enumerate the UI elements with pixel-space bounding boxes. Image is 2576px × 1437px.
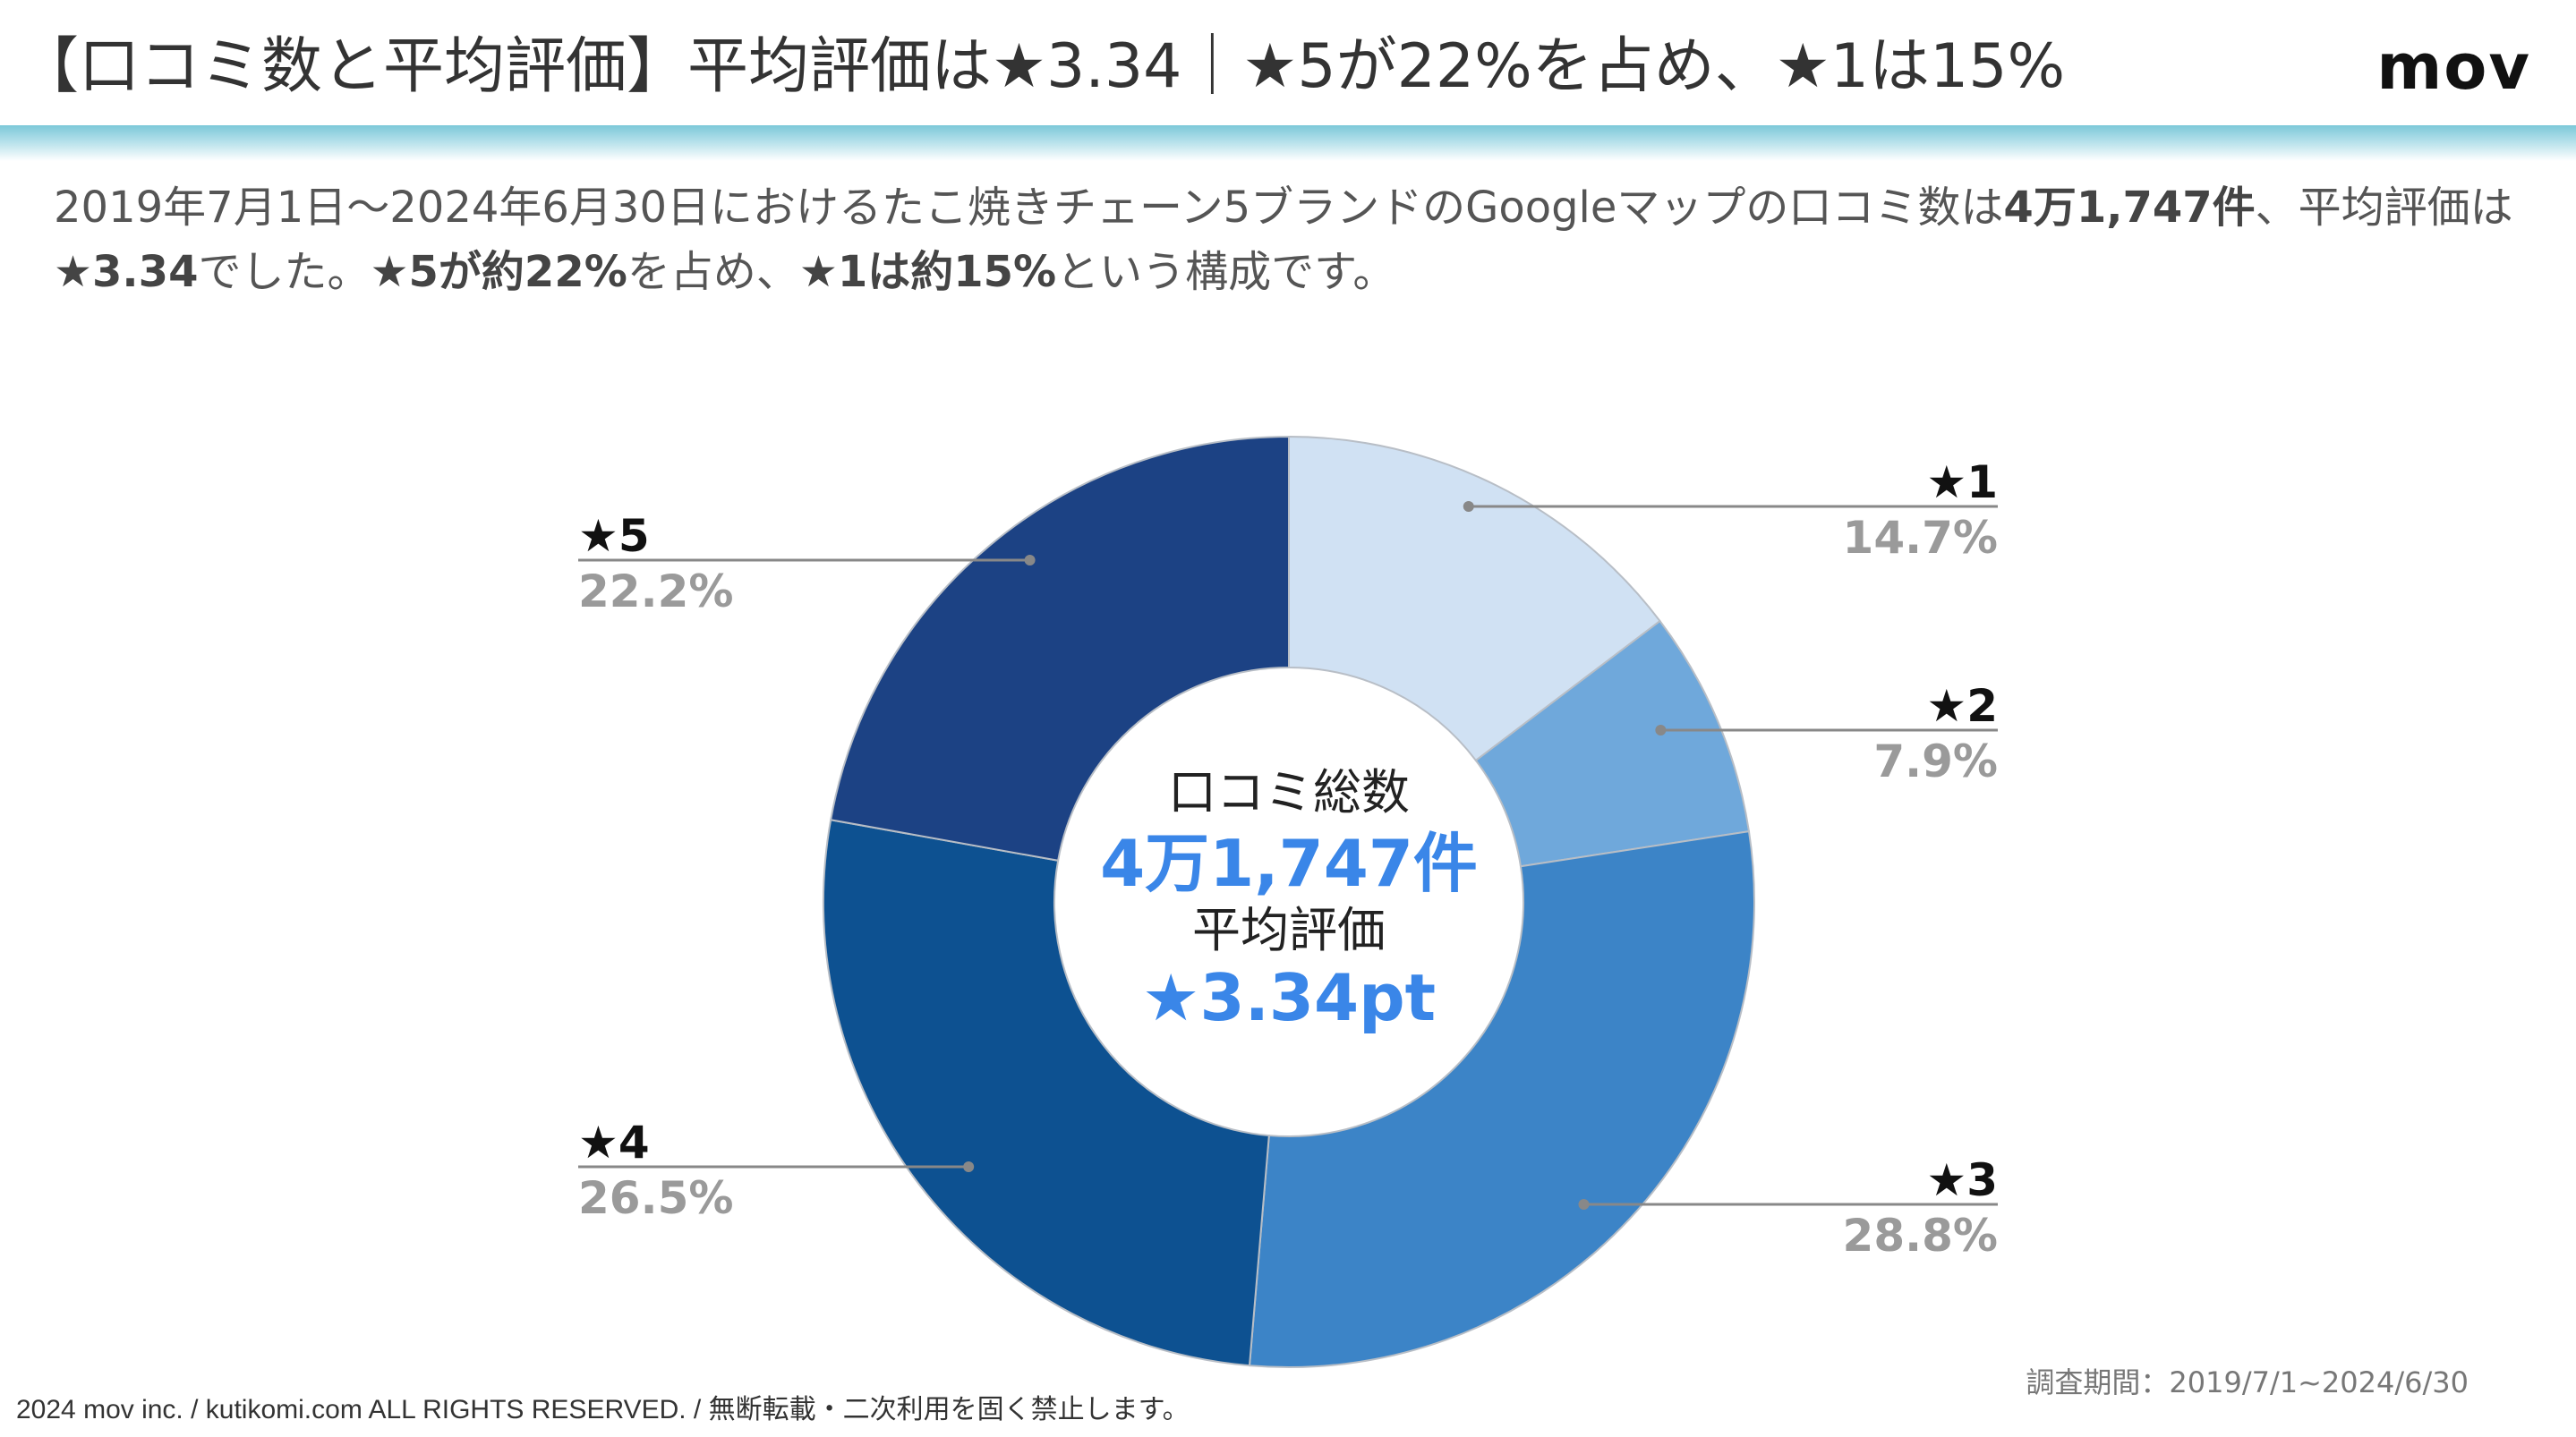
category-label-star-2: ★2: [1926, 680, 1998, 732]
summary-part-5: という構成です。: [1056, 247, 1396, 297]
slice-star-5: [829, 435, 1290, 862]
page-title: 【口コミ数と平均評価】平均評価は★3.34｜★5が22%を占め、★1は15%: [18, 31, 2066, 102]
center-count-value: 4万1,747件: [1100, 826, 1478, 901]
slice-labels: ★114.7% ★27.9% ★328.8% ★426.5% ★522.2%: [578, 456, 1998, 1262]
category-label-star-4: ★4: [578, 1117, 650, 1169]
leader-dot-star-5: [1024, 555, 1036, 565]
value-label-star-3: 28.8%: [1843, 1210, 1998, 1262]
leader-lines: [578, 501, 1998, 1210]
summary-part-3: でした。: [198, 247, 371, 297]
slice-star-3: [1248, 830, 1755, 1368]
value-label-star-4: 26.5%: [578, 1172, 733, 1224]
summary-count: 4万1,747件: [2003, 183, 2256, 233]
mov-logo[interactable]: mov: [2376, 30, 2531, 104]
survey-period: 調査期間：2019/7/1~2024/6/30: [2026, 1365, 2469, 1399]
value-label-star-5: 22.2%: [578, 565, 733, 617]
value-label-star-2: 7.9%: [1873, 736, 1998, 787]
donut-center: 口コミ総数 4万1,747件 平均評価 ★3.34pt: [1100, 764, 1478, 1035]
leader-dot-star-1: [1463, 501, 1474, 512]
center-label-avg-title: 平均評価: [1192, 902, 1386, 958]
header: 【口コミ数と平均評価】平均評価は★3.34｜★5が22%を占め、★1は15% m…: [0, 0, 2576, 125]
leader-dot-star-3: [1578, 1199, 1590, 1210]
category-label-star-1: ★1: [1926, 456, 1998, 508]
leader-dot-star-2: [1655, 725, 1667, 736]
center-label-count-title: 口コミ総数: [1168, 764, 1410, 821]
leader-dot-star-4: [963, 1161, 975, 1172]
category-label-star-5: ★5: [578, 510, 650, 562]
center-avg-value: ★3.34pt: [1142, 960, 1436, 1035]
slice-star-4: [823, 819, 1270, 1367]
summary-one: ★1は約15%: [798, 247, 1057, 297]
summary-part-4: を占め、: [627, 247, 799, 297]
summary-text: 2019年7月1日〜2024年6月30日におけるたこ焼きチェーン5ブランドのGo…: [54, 175, 2524, 304]
summary-part-2: 、平均評価は: [2255, 183, 2513, 233]
summary-five: ★5が約22%: [370, 247, 627, 297]
header-gradient-bar: [0, 125, 2576, 161]
value-label-star-1: 14.7%: [1843, 512, 1998, 564]
copyright-footer: 2024 mov inc. / kutikomi.com ALL RIGHTS …: [16, 1395, 1190, 1424]
category-label-star-3: ★3: [1926, 1154, 1998, 1206]
donut-slices: [823, 435, 1755, 1368]
summary-avg: ★3.34: [54, 247, 199, 297]
slice-star-1: [1288, 435, 1661, 762]
summary-part-1: 2019年7月1日〜2024年6月30日におけるたこ焼きチェーン5ブランドのGo…: [54, 183, 2004, 233]
